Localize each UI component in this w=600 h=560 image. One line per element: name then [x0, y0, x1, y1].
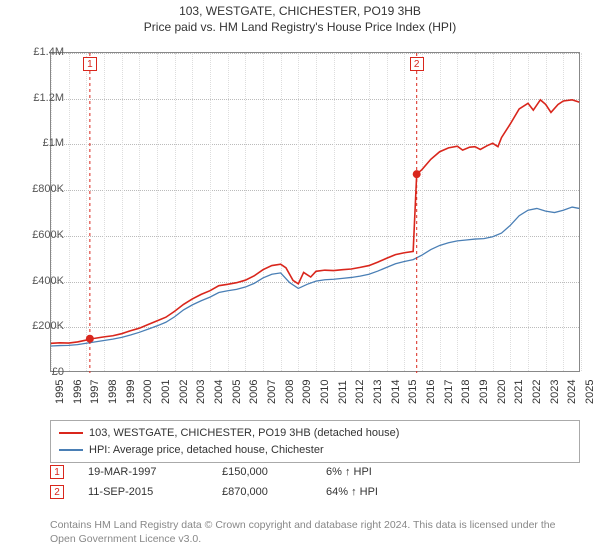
- x-tick-label: 2023: [549, 380, 561, 404]
- grid-line-v: [581, 53, 582, 371]
- series-svg: [51, 53, 579, 371]
- y-tick-label: £1.2M: [20, 92, 64, 104]
- sale-change: 6% ↑ HPI: [326, 466, 406, 478]
- x-tick-label: 2014: [390, 380, 402, 404]
- x-tick-label: 2022: [531, 380, 543, 404]
- y-tick-label: £400K: [20, 275, 64, 287]
- x-tick-label: 2012: [354, 380, 366, 404]
- event-dot: [413, 170, 421, 178]
- x-tick-label: 2004: [213, 380, 225, 404]
- event-marker-2: 2: [410, 57, 424, 71]
- legend-item-hpi: HPI: Average price, detached house, Chic…: [59, 442, 571, 459]
- x-tick-label: 1999: [125, 380, 137, 404]
- sale-date: 11-SEP-2015: [88, 486, 198, 498]
- y-tick-label: £1.4M: [20, 46, 64, 58]
- x-tick-label: 2010: [319, 380, 331, 404]
- x-tick-label: 2015: [407, 380, 419, 404]
- x-tick-label: 2002: [178, 380, 190, 404]
- sale-price: £150,000: [222, 466, 302, 478]
- y-tick-label: £800K: [20, 183, 64, 195]
- x-tick-label: 1996: [72, 380, 84, 404]
- x-tick-label: 2024: [566, 380, 578, 404]
- table-row: 1 19-MAR-1997 £150,000 6% ↑ HPI: [50, 462, 580, 482]
- x-tick-label: 1995: [54, 380, 66, 404]
- x-tick-label: 2019: [478, 380, 490, 404]
- sales-table: 1 19-MAR-1997 £150,000 6% ↑ HPI 2 11-SEP…: [50, 462, 580, 502]
- event-dot: [86, 335, 94, 343]
- x-tick-label: 2017: [443, 380, 455, 404]
- sale-date: 19-MAR-1997: [88, 466, 198, 478]
- x-tick-label: 2018: [460, 380, 472, 404]
- x-tick-label: 1997: [89, 380, 101, 404]
- x-tick-label: 2020: [496, 380, 508, 404]
- sale-marker-1: 1: [50, 465, 64, 479]
- plot-area: 12: [50, 52, 580, 372]
- x-tick-label: 2001: [160, 380, 172, 404]
- x-tick-label: 2006: [248, 380, 260, 404]
- series-price_paid: [51, 100, 579, 343]
- x-tick-label: 2005: [231, 380, 243, 404]
- x-tick-label: 2011: [337, 380, 349, 404]
- y-tick-label: £0: [20, 366, 64, 378]
- legend-swatch-hpi: [59, 449, 83, 451]
- legend-label-price: 103, WESTGATE, CHICHESTER, PO19 3HB (det…: [89, 425, 399, 442]
- chart-subtitle: Price paid vs. HM Land Registry's House …: [0, 20, 600, 34]
- series-hpi: [51, 207, 579, 346]
- chart-title: 103, WESTGATE, CHICHESTER, PO19 3HB: [0, 4, 600, 18]
- y-tick-label: £200K: [20, 320, 64, 332]
- x-tick-label: 2016: [425, 380, 437, 404]
- x-tick-label: 2021: [513, 380, 525, 404]
- legend-label-hpi: HPI: Average price, detached house, Chic…: [89, 442, 324, 459]
- y-tick-label: £600K: [20, 229, 64, 241]
- x-tick-label: 2008: [284, 380, 296, 404]
- event-marker-1: 1: [83, 57, 97, 71]
- sale-marker-2: 2: [50, 485, 64, 499]
- attribution-text: Contains HM Land Registry data © Crown c…: [50, 518, 580, 546]
- price-chart: 103, WESTGATE, CHICHESTER, PO19 3HB Pric…: [0, 0, 600, 560]
- x-tick-label: 2009: [301, 380, 313, 404]
- x-tick-label: 2000: [142, 380, 154, 404]
- x-tick-label: 2013: [372, 380, 384, 404]
- x-tick-label: 2003: [195, 380, 207, 404]
- sale-change: 64% ↑ HPI: [326, 486, 406, 498]
- sale-price: £870,000: [222, 486, 302, 498]
- legend: 103, WESTGATE, CHICHESTER, PO19 3HB (det…: [50, 420, 580, 463]
- x-tick-label: 1998: [107, 380, 119, 404]
- table-row: 2 11-SEP-2015 £870,000 64% ↑ HPI: [50, 482, 580, 502]
- x-tick-label: 2025: [584, 380, 596, 404]
- legend-item-price: 103, WESTGATE, CHICHESTER, PO19 3HB (det…: [59, 425, 571, 442]
- chart-titles: 103, WESTGATE, CHICHESTER, PO19 3HB Pric…: [0, 0, 600, 34]
- y-tick-label: £1M: [20, 137, 64, 149]
- x-tick-label: 2007: [266, 380, 278, 404]
- legend-swatch-price: [59, 432, 83, 434]
